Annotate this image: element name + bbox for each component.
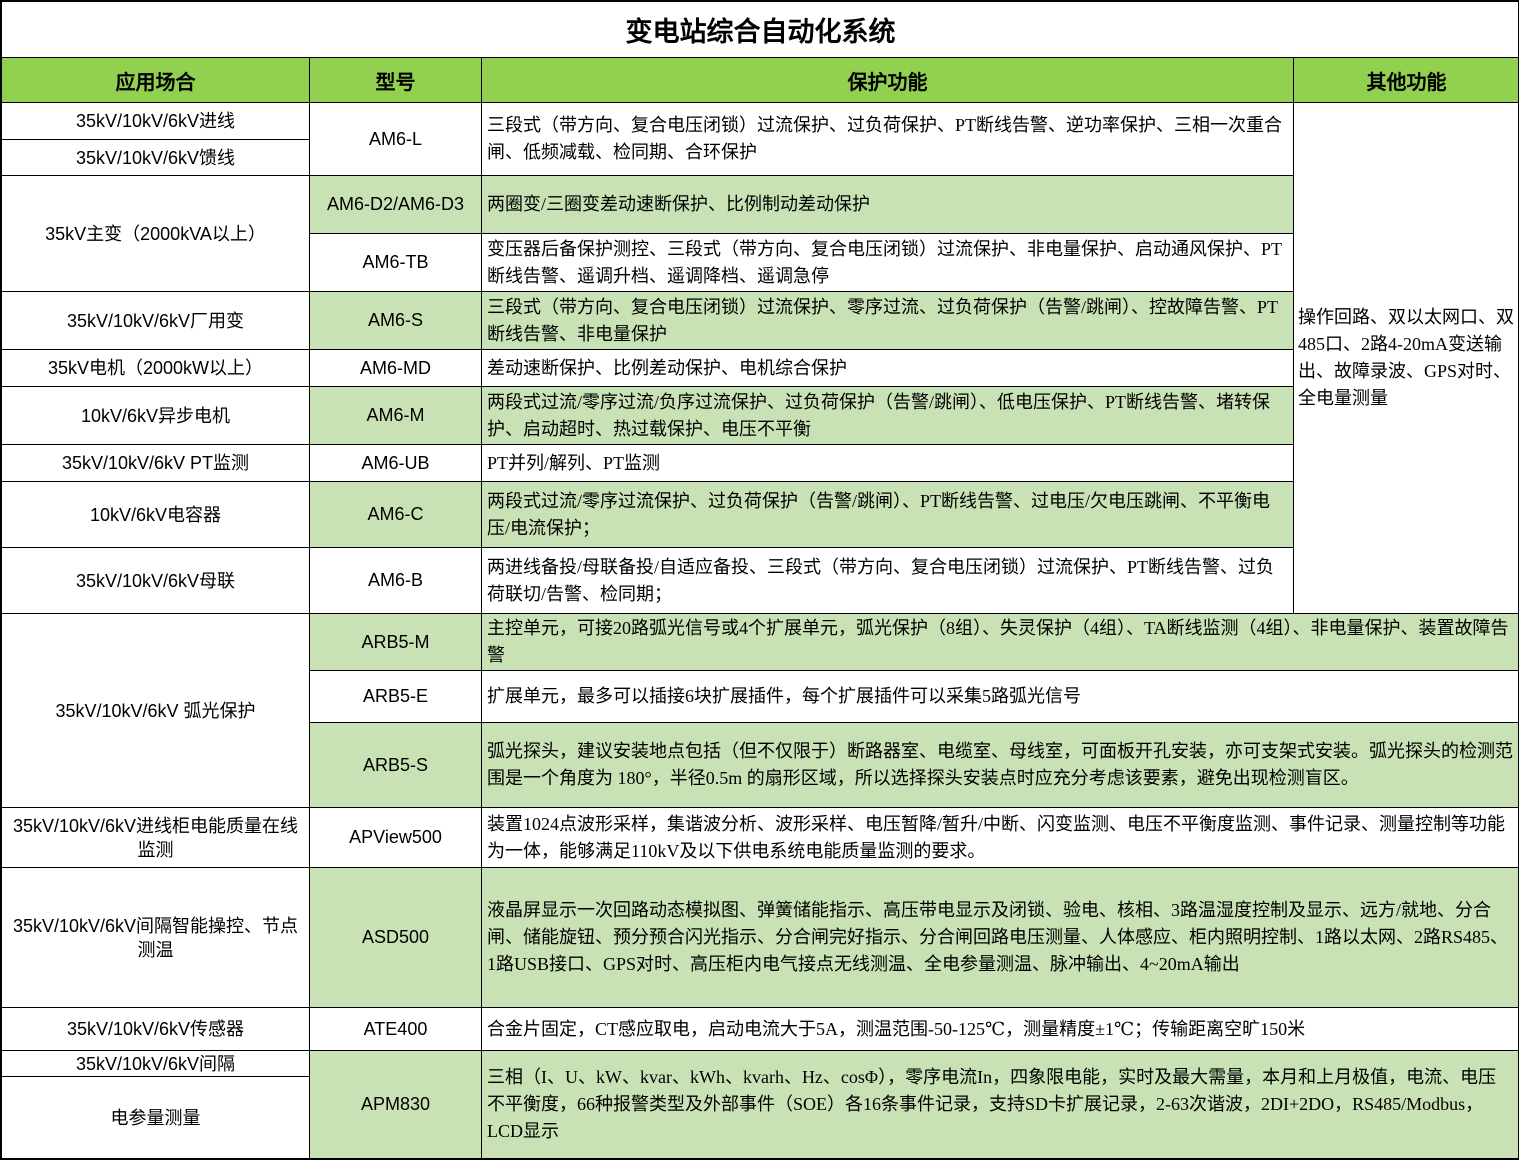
- protection-cell: 合金片固定，CT感应取电，启动电流大于5A，测温范围-50-125℃，测量精度±…: [481, 1007, 1518, 1051]
- protection-cell: 主控单元，可接20路弧光信号或4个扩展单元，弧光保护（8组）、失灵保护（4组）、…: [481, 613, 1518, 671]
- table-row: 35kV/10kV/6kV进线柜电能质量在线监测 APView500 装置102…: [1, 807, 1518, 868]
- table-row: 35kV/10kV/6kV母联 AM6-B 两进线备投/母联备投/自适应备投、三…: [1, 547, 1519, 614]
- page-title: 变电站综合自动化系统: [1, 1, 1518, 58]
- protection-cell: 弧光探头，建议安装地点包括（但不仅限于）断路器室、电缆室、母线室，可面板开孔安装…: [481, 722, 1518, 808]
- table-row: 电参量测量: [1, 1076, 1519, 1159]
- table-row: 35kV/10kV/6kV 弧光保护 ARB5-M 主控单元，可接20路弧光信号…: [1, 613, 1518, 808]
- table-row: AM6-TB 变压器后备保护测控、三段式（带方向、复合电压闭锁）过流保护、非电量…: [2, 233, 1519, 292]
- table-row: 35kV/10kV/6kV PT监测 AM6-UB PT并列/解列、PT监测: [1, 444, 1519, 482]
- application-cell: 35kV/10kV/6kV间隔智能操控、节点测温: [1, 867, 310, 1008]
- model-cell: ASD500: [309, 867, 482, 1008]
- model-cell: AM6-L: [309, 102, 482, 176]
- table-row: 35kV电机（2000kW以上） AM6-MD 差动速断保护、比例差动保护、电机…: [1, 349, 1519, 387]
- application-cell: 35kV/10kV/6kV 弧光保护: [1, 613, 310, 808]
- protection-cell: 变压器后备保护测控、三段式（带方向、复合电压闭锁）过流保护、非电量保护、启动通风…: [481, 233, 1294, 292]
- protection-cell: 三段式（带方向、复合电压闭锁）过流保护、过负荷保护、PT断线告警、逆功率保护、三…: [481, 102, 1294, 176]
- application-cell: 35kV/10kV/6kV传感器: [1, 1007, 310, 1051]
- model-cell: ARB5-S: [309, 722, 482, 808]
- model-cell: AM6-MD: [309, 349, 482, 387]
- table-row: 35kV/10kV/6kV间隔智能操控、节点测温 ASD500 液晶屏显示一次回…: [1, 867, 1518, 1008]
- model-cell: ARB5-M: [309, 613, 482, 671]
- column-header-other: 其他功能: [1293, 57, 1518, 103]
- protection-cell: 三段式（带方向、复合电压闭锁）过流保护、零序过流、过负荷保护（告警/跳闸）、控故…: [481, 291, 1294, 350]
- model-cell: AM6-B: [309, 547, 482, 614]
- protection-cell: PT并列/解列、PT监测: [481, 444, 1294, 482]
- protection-cell: 扩展单元，最多可以插接6块扩展插件，每个扩展插件可以采集5路弧光信号: [481, 670, 1518, 723]
- protection-cell: 差动速断保护、比例差动保护、电机综合保护: [481, 349, 1294, 387]
- application-cell: 35kV/10kV/6kV PT监测: [1, 444, 310, 482]
- table-row: 10kV/6kV异步电机 AM6-M 两段式过流/零序过流/负序过流保护、过负荷…: [1, 386, 1519, 445]
- protection-cell: 两圈变/三圈变差动速断保护、比例制动差动保护: [481, 175, 1294, 234]
- table-row: 10kV/6kV电容器 AM6-C 两段式过流/零序过流保护、过负荷保护（告警/…: [1, 481, 1519, 548]
- application-cell: 35kV主变（2000kVA以上）: [1, 175, 310, 292]
- application-cell: 35kV/10kV/6kV进线柜电能质量在线监测: [1, 807, 310, 868]
- application-cell: 电参量测量: [1, 1076, 310, 1159]
- other-functions-cell: 操作回路、双以太网口、双485口、2路4-20mA变送输出、故障录波、GPS对时…: [1293, 102, 1518, 614]
- application-cell: 35kV/10kV/6kV间隔: [1, 1050, 310, 1077]
- model-cell: AM6-UB: [309, 444, 482, 482]
- model-cell: ATE400: [309, 1007, 482, 1051]
- protection-cell: 两段式过流/零序过流/负序过流保护、过负荷保护（告警/跳闸）、低电压保护、PT断…: [481, 386, 1294, 445]
- model-cell: APView500: [309, 807, 482, 868]
- protection-cell: 两进线备投/母联备投/自适应备投、三段式（带方向、复合电压闭锁）过流保护、PT断…: [481, 547, 1294, 614]
- column-header-model: 型号: [309, 57, 482, 103]
- application-cell: 35kV/10kV/6kV厂用变: [1, 291, 310, 350]
- table-row: 35kV/10kV/6kV进线 AM6-L 三段式（带方向、复合电压闭锁）过流保…: [1, 102, 1518, 614]
- column-header-protection: 保护功能: [481, 57, 1294, 103]
- table-row: 35kV主变（2000kVA以上） AM6-D2/AM6-D3 两圈变/三圈变差…: [1, 175, 1519, 292]
- protection-cell: 装置1024点波形采样，集谐波分析、波形采样、电压暂降/暂升/中断、闪变监测、电…: [481, 807, 1518, 868]
- application-cell: 10kV/6kV电容器: [1, 481, 310, 548]
- model-cell: AM6-S: [309, 291, 482, 350]
- model-cell: AM6-M: [309, 386, 482, 445]
- model-cell: AM6-TB: [309, 233, 482, 292]
- application-cell: 35kV电机（2000kW以上）: [1, 349, 310, 387]
- protection-cell: 三相（I、U、kW、kvar、kWh、kvarh、Hz、cosΦ），零序电流In…: [481, 1050, 1518, 1159]
- column-header-application: 应用场合: [1, 57, 310, 103]
- model-cell: ARB5-E: [309, 670, 482, 723]
- application-cell: 35kV/10kV/6kV母联: [1, 547, 310, 614]
- protection-cell: 液晶屏显示一次回路动态模拟图、弹簧储能指示、高压带电显示及闭锁、验电、核相、3路…: [481, 867, 1518, 1008]
- model-cell: AM6-C: [309, 481, 482, 548]
- header-row: 应用场合 型号 保护功能 其他功能: [1, 57, 1518, 103]
- protection-cell: 两段式过流/零序过流保护、过负荷保护（告警/跳闸）、PT断线告警、过电压/欠电压…: [481, 481, 1294, 548]
- table-row: 35kV/10kV/6kV馈线: [1, 139, 1519, 176]
- model-cell: APM830: [309, 1050, 482, 1159]
- application-cell: 35kV/10kV/6kV馈线: [1, 139, 310, 176]
- table-row: 35kV/10kV/6kV传感器 ATE400 合金片固定，CT感应取电，启动电…: [1, 1007, 1518, 1051]
- application-cell: 35kV/10kV/6kV进线: [1, 102, 310, 140]
- table-row: ARB5-E 扩展单元，最多可以插接6块扩展插件，每个扩展插件可以采集5路弧光信…: [2, 670, 1518, 723]
- table-row: ARB5-S 弧光探头，建议安装地点包括（但不仅限于）断路器室、电缆室、母线室，…: [2, 722, 1518, 808]
- table-row: 35kV/10kV/6kV间隔 APM830 三相（I、U、kW、kvar、kW…: [1, 1050, 1518, 1159]
- model-cell: AM6-D2/AM6-D3: [309, 175, 482, 234]
- table-row: 35kV/10kV/6kV厂用变 AM6-S 三段式（带方向、复合电压闭锁）过流…: [1, 291, 1519, 350]
- application-cell: 10kV/6kV异步电机: [1, 386, 310, 445]
